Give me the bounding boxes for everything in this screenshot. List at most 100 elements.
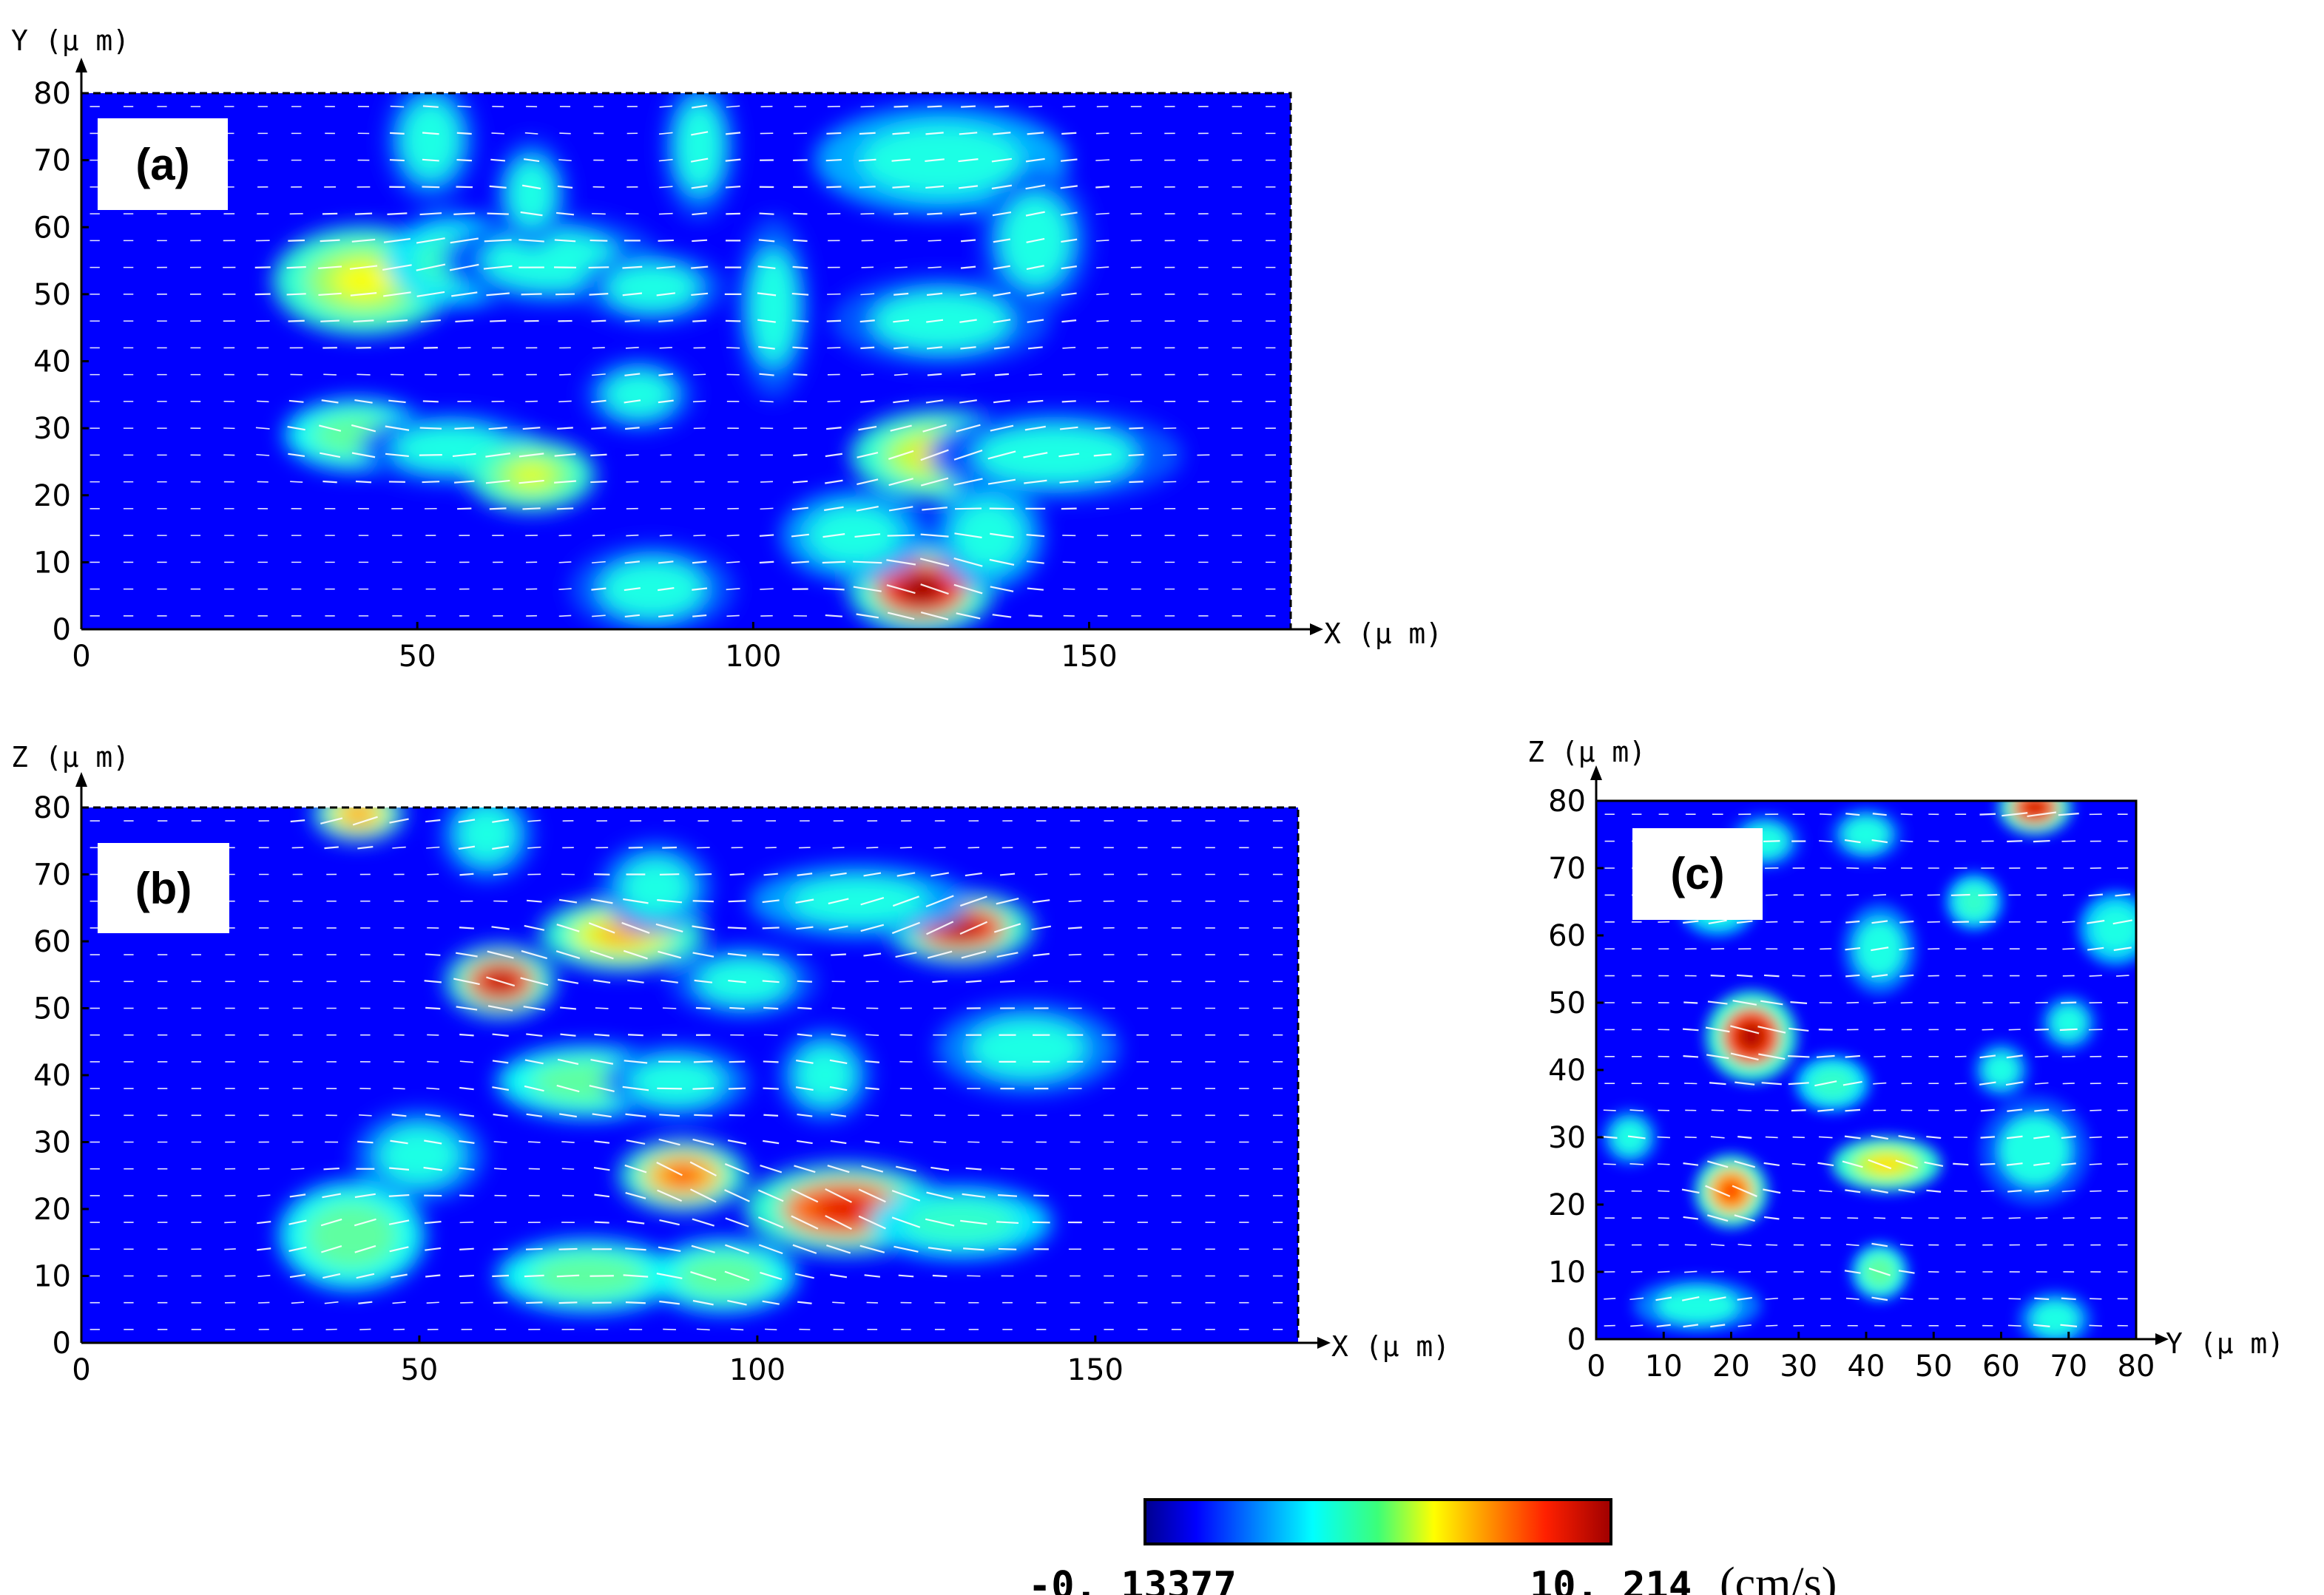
velocity-arrow: [424, 1220, 442, 1225]
velocity-arrow: [999, 980, 1016, 983]
velocity-arrow: [920, 533, 949, 538]
x-tick-label: 100: [729, 1353, 786, 1387]
velocity-arrow: [888, 506, 913, 512]
velocity-arrow: [827, 1165, 850, 1174]
velocity-arrow: [353, 319, 374, 323]
velocity-arrow: [655, 923, 683, 933]
velocity-arrow: [2061, 1135, 2076, 1139]
velocity-arrow: [1927, 921, 1940, 923]
x-axis-arrowhead: [2155, 1333, 2169, 1345]
velocity-arrow: [894, 1245, 919, 1253]
velocity-arrow: [928, 1247, 952, 1252]
velocity-arrow: [456, 186, 473, 189]
velocity-arrow: [694, 979, 713, 983]
velocity-arrow: [289, 1273, 306, 1279]
velocity-arrow: [763, 1139, 780, 1145]
x-tick-label: 50: [399, 640, 436, 674]
velocity-arrow: [693, 1060, 713, 1063]
velocity-arrow: [1629, 1163, 1644, 1165]
velocity-arrow: [458, 845, 476, 850]
velocity-arrow: [318, 265, 342, 269]
velocity-arrow: [1028, 614, 1043, 617]
velocity-arrow: [1060, 185, 1078, 189]
velocity-arrow: [2058, 813, 2079, 816]
y-tick-label: 80: [33, 791, 71, 825]
velocity-arrow: [1788, 1027, 1809, 1032]
velocity-arrow: [318, 292, 342, 297]
y-tick-label: 20: [1548, 1188, 1586, 1222]
velocity-arrow: [926, 346, 943, 350]
velocity-arrow: [590, 453, 607, 457]
velocity-arrow: [2006, 1054, 2023, 1059]
velocity-arrow: [1711, 1270, 1724, 1273]
velocity-arrow: [1095, 186, 1110, 189]
velocity-arrow: [2007, 1324, 2021, 1327]
velocity-arrow: [925, 185, 944, 189]
velocity-arrow: [691, 1244, 715, 1253]
velocity-arrow: [1683, 920, 1699, 924]
velocity-arrow: [387, 212, 408, 215]
velocity-arrow: [860, 896, 885, 906]
velocity-arrow: [1954, 1083, 1967, 1085]
velocity-arrow: [996, 952, 1019, 958]
velocity-arrow: [419, 212, 442, 216]
velocity-arrow: [453, 212, 476, 216]
velocity-arrow: [1819, 813, 1832, 816]
velocity-arrow: [290, 481, 303, 483]
velocity-arrow: [593, 979, 611, 984]
x-tick-label: 20: [1712, 1350, 1750, 1384]
velocity-arrow: [1845, 1189, 1861, 1193]
velocity-arrow: [658, 1246, 681, 1253]
velocity-arrow: [960, 1219, 987, 1225]
velocity-arrow: [1874, 1217, 1886, 1219]
velocity-arrow: [459, 1033, 474, 1037]
velocity-arrow: [920, 449, 949, 461]
velocity-arrow: [2088, 893, 2103, 897]
velocity-arrow: [822, 533, 845, 538]
velocity-arrow: [692, 1087, 715, 1090]
velocity-arrow: [424, 1139, 442, 1145]
panel-a-velocity-vectors: [89, 104, 1277, 620]
velocity-arrow: [887, 612, 915, 620]
velocity-arrow: [526, 899, 542, 903]
panel-c-x-axis-label: Y (μ m): [2166, 1327, 2284, 1360]
velocity-arrow: [322, 480, 337, 484]
velocity-arrow: [1705, 1185, 1731, 1197]
velocity-arrow: [2062, 921, 2075, 924]
velocity-arrow: [1926, 1189, 1942, 1193]
velocity-arrow: [1061, 132, 1077, 135]
velocity-arrow: [860, 105, 874, 108]
velocity-arrow: [256, 400, 269, 403]
velocity-arrow: [760, 507, 774, 510]
velocity-arrow: [792, 480, 808, 484]
velocity-arrow: [1792, 975, 1806, 977]
velocity-arrow: [828, 898, 849, 905]
velocity-arrow: [1899, 1244, 1913, 1247]
velocity-arrow: [455, 319, 474, 323]
velocity-arrow: [692, 212, 708, 216]
velocity-arrow: [351, 238, 376, 243]
velocity-arrow: [797, 980, 812, 983]
velocity-arrow: [351, 452, 376, 458]
velocity-arrow: [959, 921, 988, 935]
velocity-arrow: [920, 583, 949, 595]
velocity-arrow: [958, 158, 979, 163]
velocity-arrow: [2008, 1029, 2021, 1031]
velocity-arrow: [793, 239, 808, 243]
velocity-arrow: [354, 1193, 376, 1199]
velocity-arrow: [956, 424, 981, 433]
velocity-arrow: [518, 479, 544, 484]
velocity-arrow: [960, 265, 976, 269]
velocity-arrow: [1898, 1270, 1915, 1274]
velocity-arrow: [894, 240, 908, 242]
velocity-arrow: [831, 1033, 846, 1037]
velocity-arrow: [657, 1087, 682, 1090]
velocity-arrow: [622, 1086, 649, 1091]
velocity-arrow: [659, 1300, 680, 1305]
x-tick-label: 10: [1645, 1350, 1683, 1384]
velocity-arrow: [658, 399, 674, 404]
velocity-arrow: [727, 1299, 747, 1306]
velocity-arrow: [556, 507, 574, 510]
velocity-arrow: [2006, 1135, 2023, 1139]
velocity-arrow: [760, 481, 773, 483]
